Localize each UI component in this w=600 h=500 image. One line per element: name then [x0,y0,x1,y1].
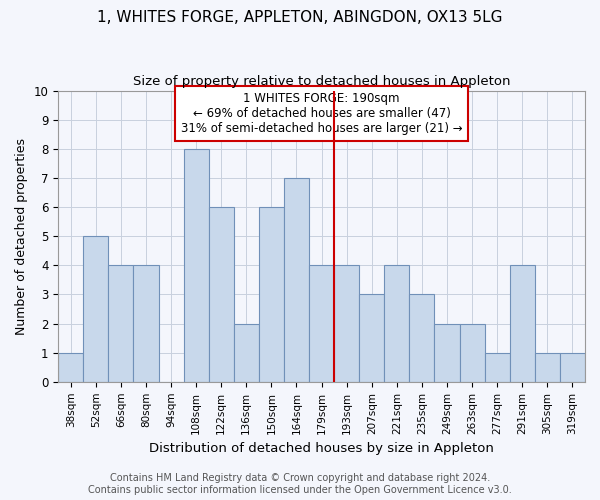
Text: Contains HM Land Registry data © Crown copyright and database right 2024.
Contai: Contains HM Land Registry data © Crown c… [88,474,512,495]
Bar [284,178,309,382]
Bar [259,207,284,382]
Bar [535,352,560,382]
X-axis label: Distribution of detached houses by size in Appleton: Distribution of detached houses by size … [149,442,494,455]
Bar [133,266,158,382]
Title: Size of property relative to detached houses in Appleton: Size of property relative to detached ho… [133,75,511,88]
Bar [409,294,434,382]
Text: 1 WHITES FORGE: 190sqm
← 69% of detached houses are smaller (47)
31% of semi-det: 1 WHITES FORGE: 190sqm ← 69% of detached… [181,92,463,136]
Bar [234,324,259,382]
Bar [58,352,83,382]
Bar [485,352,510,382]
Text: 1, WHITES FORGE, APPLETON, ABINGDON, OX13 5LG: 1, WHITES FORGE, APPLETON, ABINGDON, OX1… [97,10,503,25]
Bar [560,352,585,382]
Bar [209,207,234,382]
Bar [109,266,133,382]
Bar [359,294,384,382]
Bar [83,236,109,382]
Y-axis label: Number of detached properties: Number of detached properties [15,138,28,334]
Bar [434,324,460,382]
Bar [334,266,359,382]
Bar [510,266,535,382]
Bar [309,266,334,382]
Bar [184,149,209,382]
Bar [384,266,409,382]
Bar [460,324,485,382]
